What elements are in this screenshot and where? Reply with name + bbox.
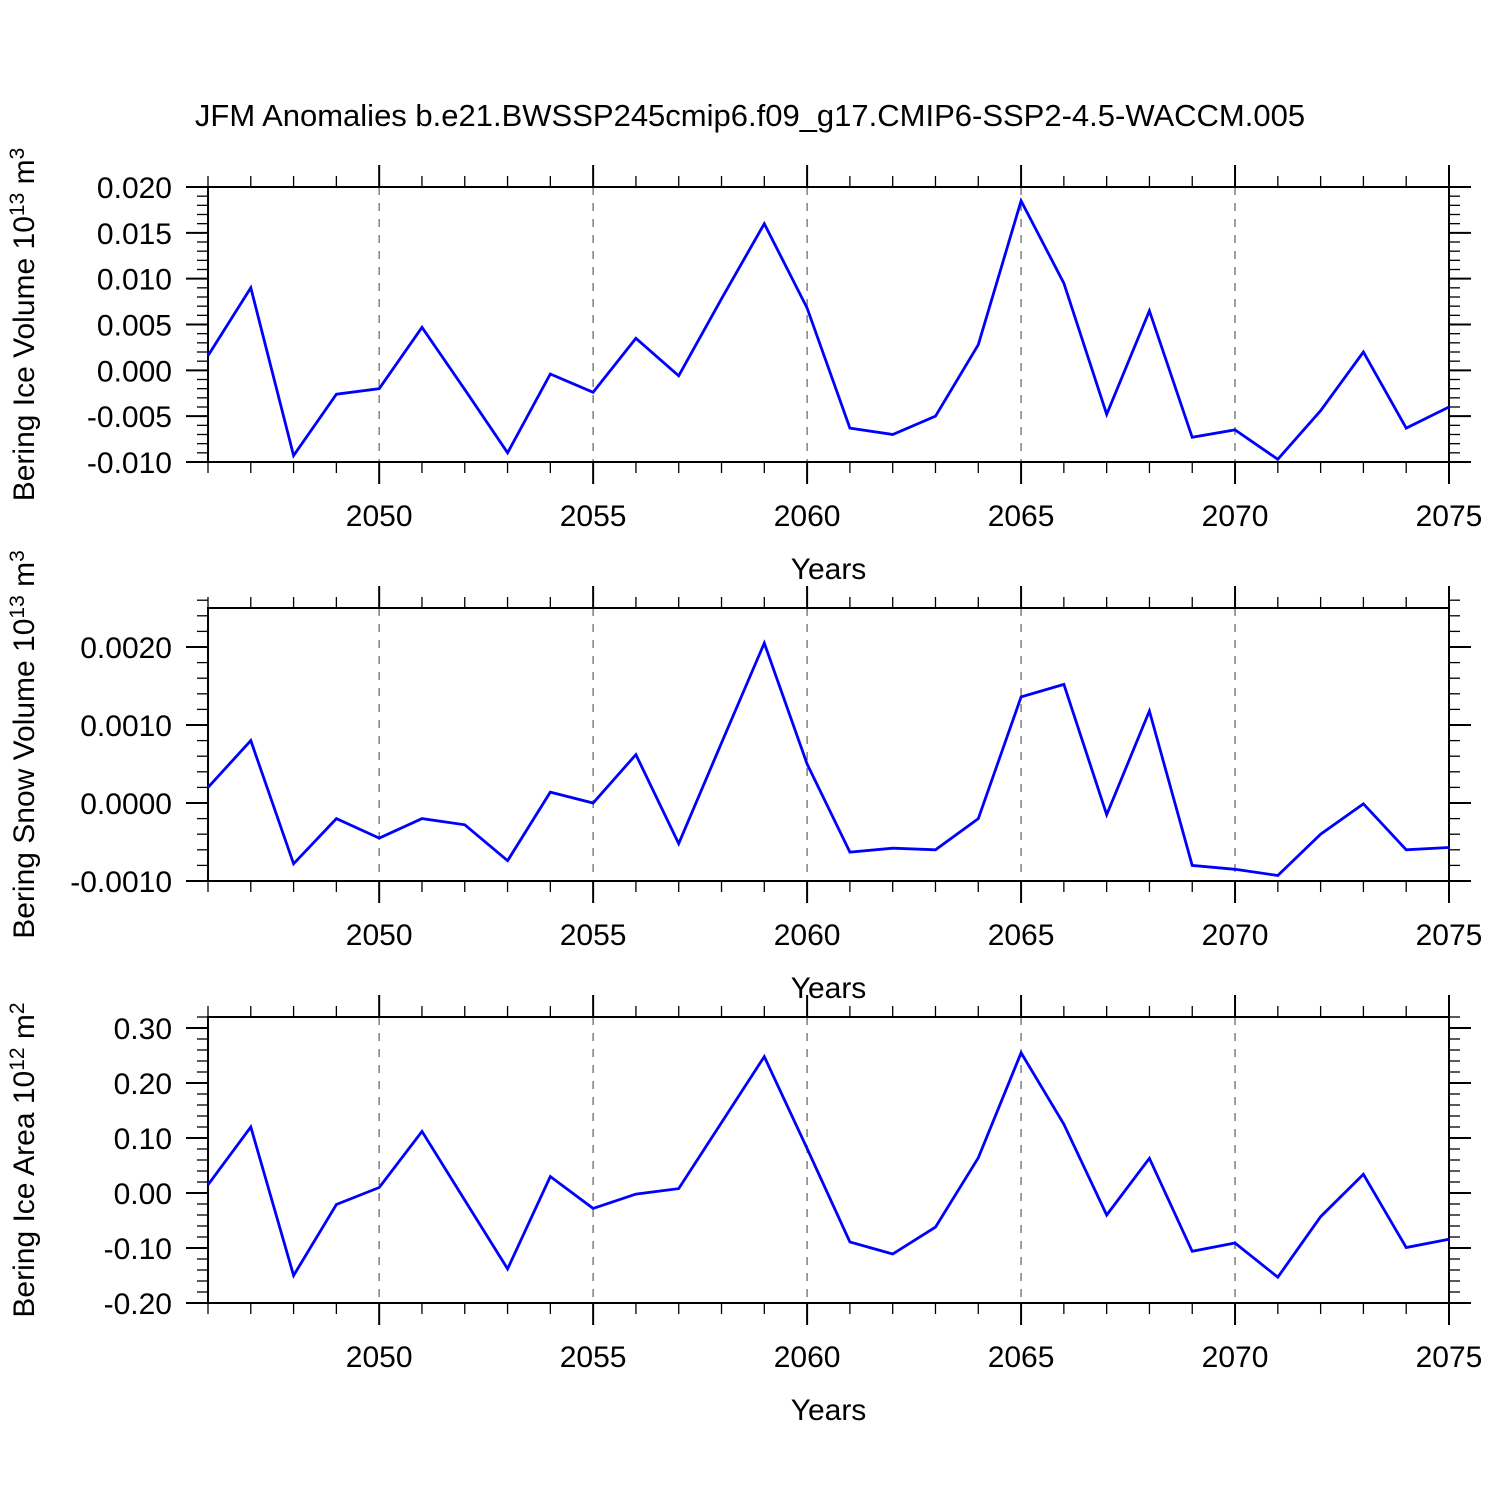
plot-frame bbox=[207, 1016, 1450, 1304]
axis-labels: 2050 2055 2060 2065 2070 2075 Years 0.30 0.20 0.1… bbox=[6, 1002, 1482, 1427]
x-tick-label: 2075 bbox=[1416, 500, 1483, 533]
x-tick-label: 2060 bbox=[774, 919, 841, 952]
x-tick-label: 2050 bbox=[346, 919, 413, 952]
ticks bbox=[186, 586, 1471, 903]
y-tick-label: -0.20 bbox=[104, 1288, 172, 1321]
y-tick-label: -0.005 bbox=[87, 401, 172, 434]
x-tick-label: 2065 bbox=[988, 1341, 1055, 1374]
x-tick-label: 2055 bbox=[560, 500, 627, 533]
y-tick-label: 0.0010 bbox=[80, 710, 172, 743]
y-tick-label: 0.10 bbox=[114, 1123, 172, 1156]
y-axis-title: Bering Ice Volume 1013 m3 bbox=[6, 148, 41, 502]
series-line-ice-area bbox=[206, 1049, 1450, 1280]
y-tick-label: 0.0020 bbox=[80, 632, 172, 665]
x-tick-label: 2060 bbox=[774, 1341, 841, 1374]
y-tick-label: 0.020 bbox=[97, 172, 172, 205]
axis-labels: 2050 2055 2060 2065 2070 2075 Years 0.020 0.015 0… bbox=[6, 148, 1482, 586]
x-axis-title: Years bbox=[791, 972, 867, 1005]
y-tick-label: -0.010 bbox=[87, 447, 172, 480]
x-tick-label: 2070 bbox=[1202, 1341, 1269, 1374]
panel-ice-volume: 2050 2055 2060 2065 2070 2075 Years 0.020 0.015 0… bbox=[6, 148, 1482, 586]
x-axis-title: Years bbox=[791, 553, 867, 586]
y-tick-label: 0.0000 bbox=[80, 788, 172, 821]
y-tick-label: 0.015 bbox=[97, 218, 172, 251]
plot-frame bbox=[207, 186, 1450, 463]
x-tick-label: 2055 bbox=[560, 919, 627, 952]
x-axis-title: Years bbox=[791, 1394, 867, 1427]
y-tick-label: 0.000 bbox=[97, 355, 172, 388]
x-tick-label: 2065 bbox=[988, 500, 1055, 533]
y-tick-label: 0.30 bbox=[114, 1013, 172, 1046]
figure-title: JFM Anomalies b.e21.BWSSP245cmip6.f09_g1… bbox=[194, 98, 1306, 133]
panel-ice-area: 2050 2055 2060 2065 2070 2075 Years 0.30 0.20 0.1… bbox=[6, 995, 1482, 1427]
x-tick-label: 2075 bbox=[1416, 1341, 1483, 1374]
series-line-ice-volume bbox=[206, 197, 1450, 462]
y-axis-title: Bering Ice Area 1012 m2 bbox=[6, 1002, 41, 1317]
ticks bbox=[186, 995, 1471, 1325]
ticks bbox=[186, 165, 1471, 484]
x-tick-label: 2065 bbox=[988, 919, 1055, 952]
x-tick-label: 2050 bbox=[346, 1341, 413, 1374]
x-tick-label: 2070 bbox=[1202, 500, 1269, 533]
x-tick-label: 2055 bbox=[560, 1341, 627, 1374]
y-tick-label: -0.10 bbox=[104, 1233, 172, 1266]
y-tick-label: 0.010 bbox=[97, 264, 172, 297]
x-tick-label: 2075 bbox=[1416, 919, 1483, 952]
y-tick-label: 0.005 bbox=[97, 310, 172, 343]
y-axis-title: Bering Snow Volume 1013 m3 bbox=[6, 550, 41, 939]
panel-snow-volume: 2050 2055 2060 2065 2070 2075 Years 0.0020 0.001… bbox=[6, 550, 1482, 1005]
axis-labels: 2050 2055 2060 2065 2070 2075 Years 0.0020 0.001… bbox=[6, 550, 1482, 1005]
series-line-snow-volume bbox=[206, 639, 1450, 877]
y-tick-label: 0.00 bbox=[114, 1178, 172, 1211]
y-tick-label: -0.0010 bbox=[70, 866, 172, 899]
gridlines bbox=[378, 1017, 1236, 1303]
x-tick-label: 2050 bbox=[346, 500, 413, 533]
gridlines bbox=[378, 608, 1236, 881]
plot-frame bbox=[207, 607, 1450, 882]
y-tick-label: 0.20 bbox=[114, 1068, 172, 1101]
x-tick-label: 2070 bbox=[1202, 919, 1269, 952]
gridlines bbox=[378, 187, 1236, 462]
x-tick-label: 2060 bbox=[774, 500, 841, 533]
